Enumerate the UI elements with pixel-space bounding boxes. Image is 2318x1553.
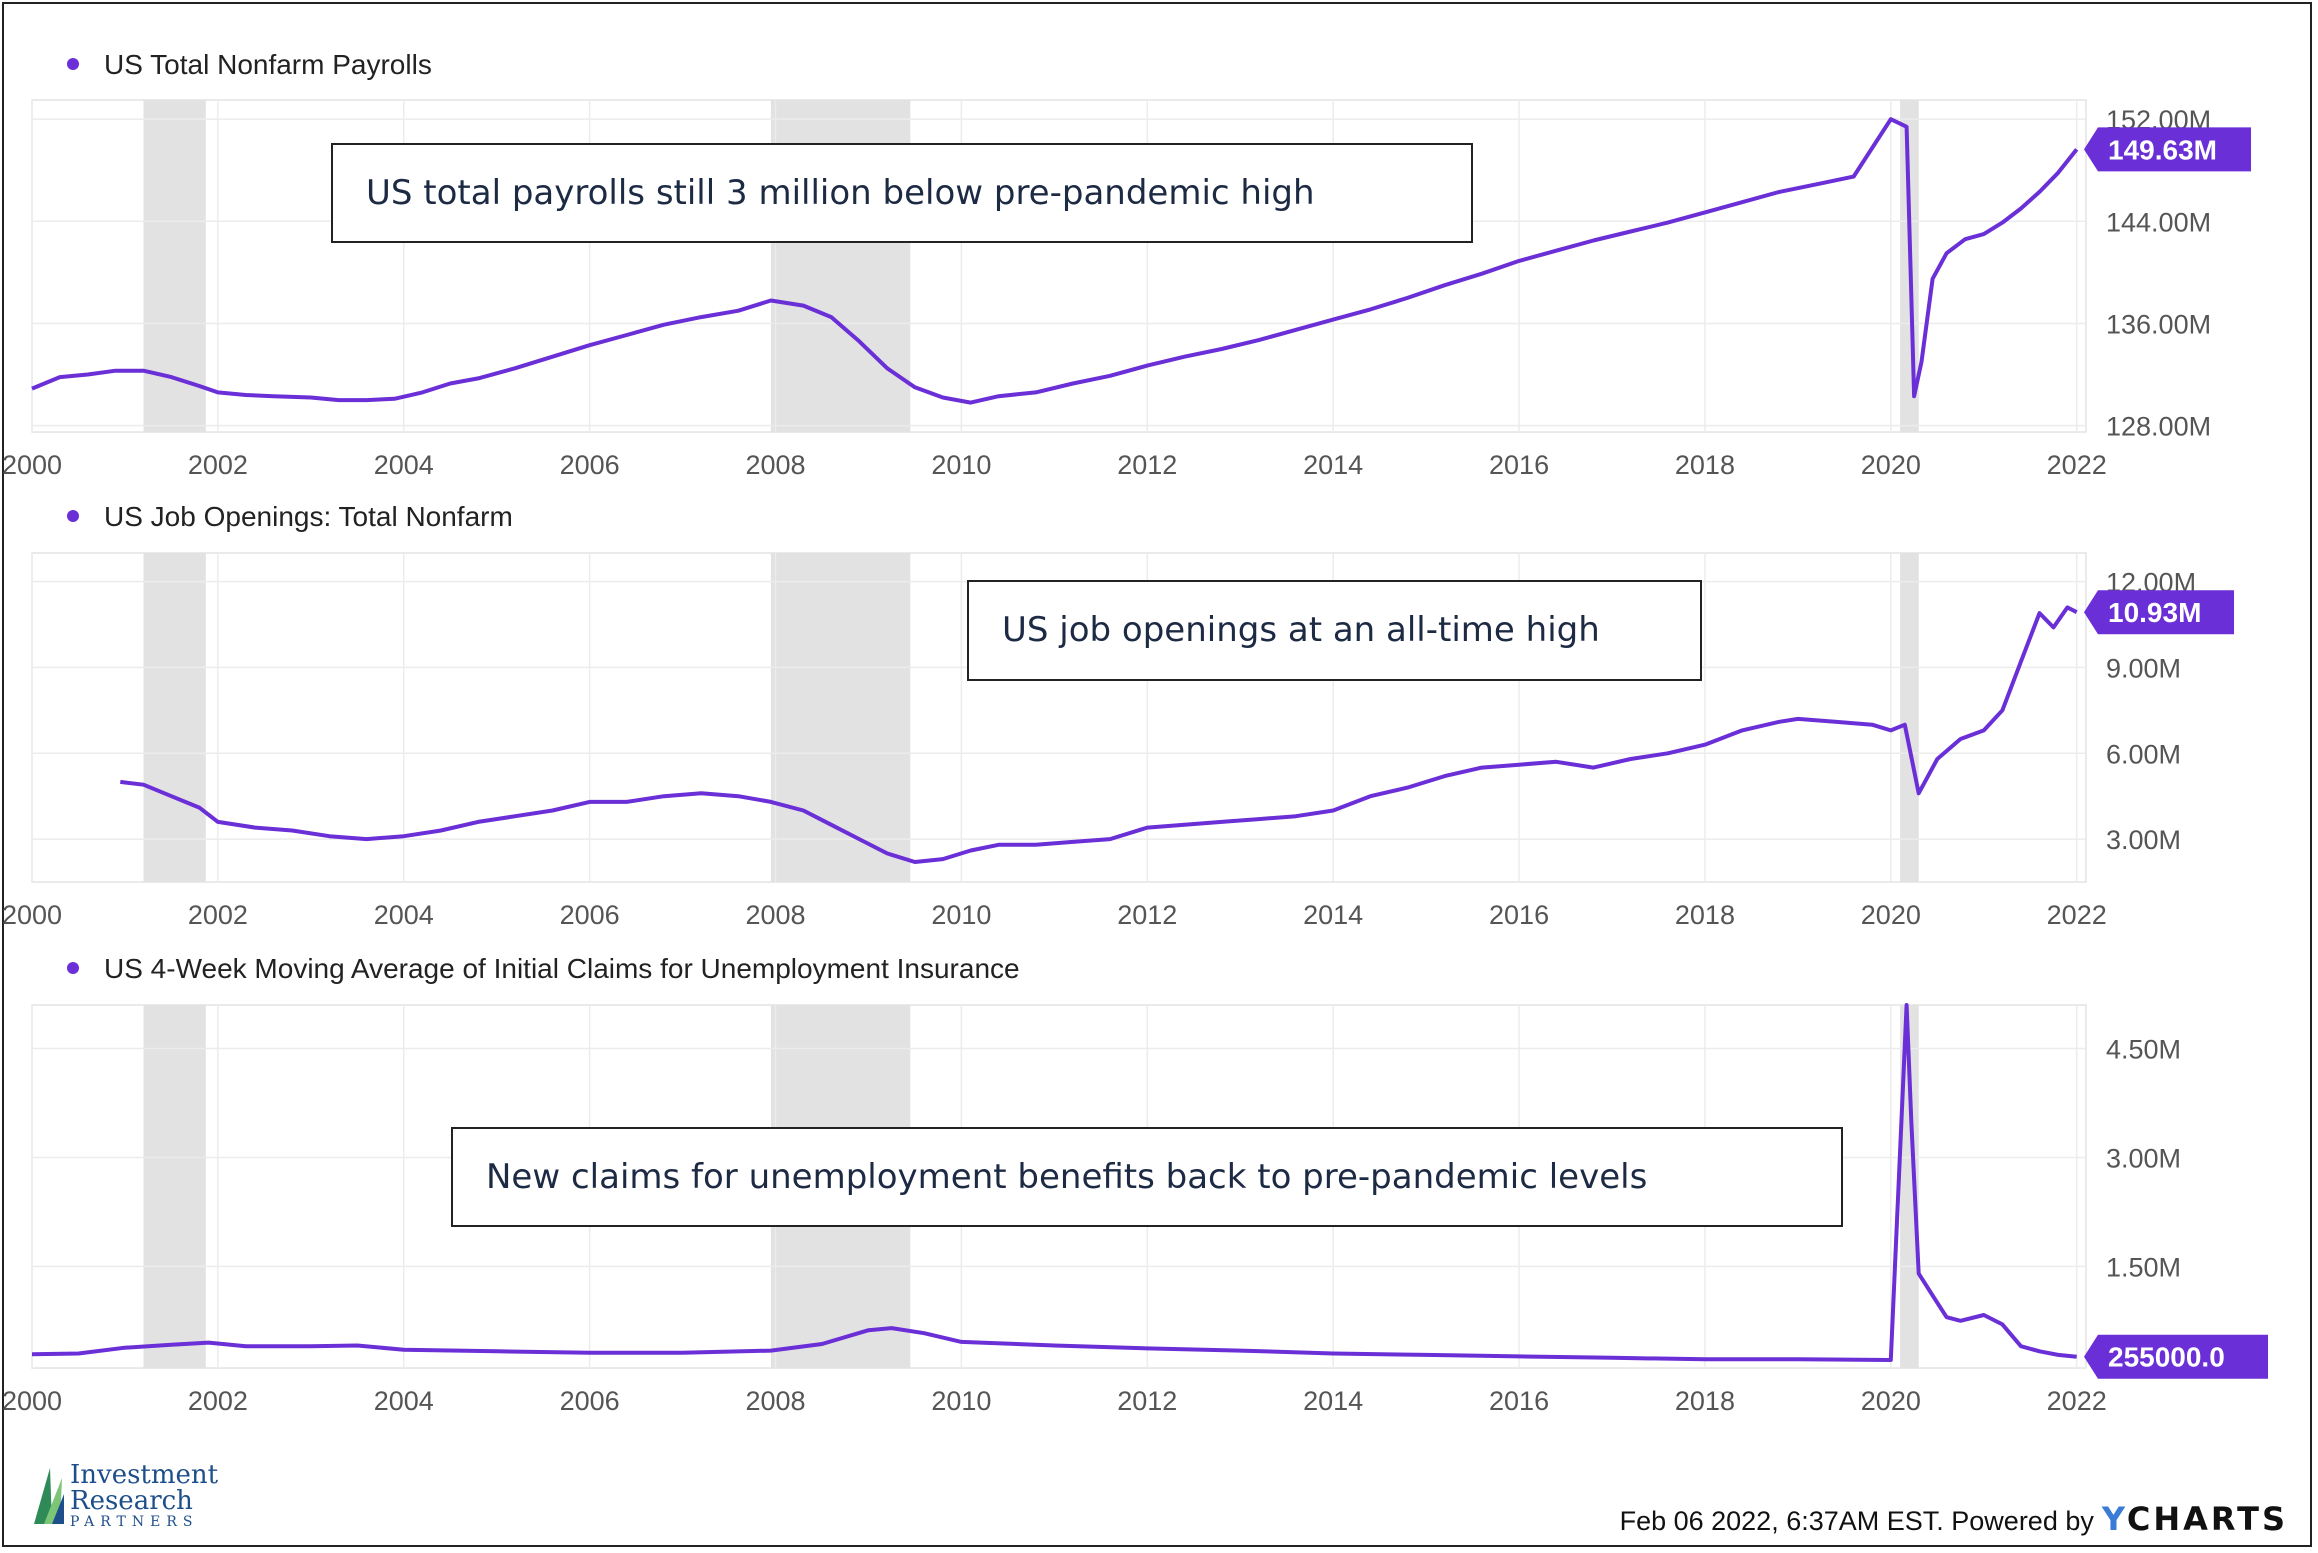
x-tick-label: 2014: [1303, 900, 1363, 930]
legend-label[interactable]: US Total Nonfarm Payrolls: [104, 49, 432, 80]
y-tick-label: 128.00M: [2106, 412, 2211, 442]
annotation-box: [967, 580, 1702, 681]
legend-dot-icon: [67, 962, 79, 974]
legend-dot-icon: [67, 510, 79, 522]
x-tick-label: 2000: [2, 900, 62, 930]
chart-panel-3: 2000 2002 2004 2006 2008 2010 2012 2014 2016 2018…: [2, 953, 2268, 1416]
recession-band-1: [143, 553, 206, 882]
last-value-badge: [2084, 1334, 2268, 1379]
x-tick-label: 2018: [1675, 450, 1735, 480]
last-value-label: 10.93M: [2108, 597, 2201, 628]
last-value-label: 149.63M: [2108, 134, 2217, 165]
ycharts-brand-rest: CHARTS: [2126, 1500, 2288, 1538]
last-value-label: 255000.0: [2108, 1342, 2225, 1373]
y-tick-label: 3.00M: [2106, 825, 2181, 855]
x-tick-label: 2016: [1489, 450, 1549, 480]
x-tick-label: 2020: [1861, 1386, 1921, 1416]
series-line: [31, 117, 2079, 405]
annotation-text: US job openings at an all-time high: [1002, 610, 1600, 650]
y-tick-label: 4.50M: [2106, 1035, 2181, 1065]
x-tick-label: 2010: [931, 1386, 991, 1416]
y-tick-label: 1.50M: [2106, 1252, 2181, 1282]
x-tick-label: 2002: [188, 1386, 248, 1416]
x-tick-label: 2000: [2, 450, 62, 480]
x-tick-label: 2022: [2047, 1386, 2107, 1416]
recession-band-1: [143, 100, 206, 432]
logo-line-1: Investment: [70, 1460, 219, 1490]
recession-band-3: [1900, 1005, 1919, 1368]
x-tick-label: 2004: [374, 1386, 434, 1416]
x-tick-label: 2006: [560, 1386, 620, 1416]
ycharts-brand[interactable]: YCHARTS: [2102, 1500, 2288, 1538]
x-tick-label: 2004: [374, 450, 434, 480]
recession-band-2: [770, 553, 911, 882]
x-tick-label: 2010: [931, 900, 991, 930]
legend-dot-icon: [67, 58, 79, 70]
x-tick-label: 2016: [1489, 1386, 1549, 1416]
x-tick-label: 2006: [560, 450, 620, 480]
x-tick-label: 2000: [2, 1386, 62, 1416]
x-tick-label: 2018: [1675, 900, 1735, 930]
x-tick-label: 2014: [1303, 450, 1363, 480]
footer-attribution: Feb 06 2022, 6:37AM EST. Powered by YCHA…: [1620, 1500, 2288, 1538]
legend-label[interactable]: US Job Openings: Total Nonfarm: [104, 501, 513, 532]
series-line: [31, 1003, 2077, 1362]
x-tick-label: 2002: [188, 450, 248, 480]
chart-panel-2: 2000 2002 2004 2006 2008 2010 2012 2014 2016 2018…: [2, 501, 2234, 930]
recession-band-3: [1900, 553, 1919, 882]
last-value-badge: [2084, 590, 2234, 635]
y-tick-label: 3.00M: [2106, 1143, 2181, 1173]
recession-band-1: [143, 1005, 206, 1368]
x-tick-label: 2008: [745, 1386, 805, 1416]
series-line: [120, 605, 2078, 864]
x-tick-label: 2008: [745, 900, 805, 930]
y-tick-label: 144.00M: [2106, 207, 2211, 237]
y-tick-label: 6.00M: [2106, 739, 2181, 769]
x-tick-label: 2012: [1117, 450, 1177, 480]
y-tick-label: 9.00M: [2106, 653, 2181, 683]
x-tick-label: 2006: [560, 900, 620, 930]
annotation-box: [331, 143, 1473, 243]
x-tick-label: 2018: [1675, 1386, 1735, 1416]
x-tick-label: 2016: [1489, 900, 1549, 930]
logo-line-2: Research: [70, 1486, 193, 1516]
x-tick-label: 2008: [745, 450, 805, 480]
x-tick-label: 2020: [1861, 450, 1921, 480]
last-value-badge: [2084, 127, 2251, 172]
chart-panel-1: 2000 2002 2004 2006 2008 2010 2012 2014 2016 2018…: [2, 49, 2251, 480]
x-tick-label: 2014: [1303, 1386, 1363, 1416]
investment-research-partners-logo: Investment Research PARTNERS: [30, 1460, 250, 1540]
x-tick-label: 2022: [2047, 900, 2107, 930]
annotation-text: US total payrolls still 3 million below …: [366, 173, 1315, 213]
leaf-logo-icon: [34, 1468, 64, 1524]
x-tick-label: 2010: [931, 450, 991, 480]
y-tick-label: 136.00M: [2106, 309, 2211, 339]
x-tick-label: 2022: [2047, 450, 2107, 480]
logo-line-3: PARTNERS: [70, 1514, 199, 1530]
legend-label[interactable]: US 4-Week Moving Average of Initial Clai…: [104, 953, 1020, 984]
x-tick-label: 2002: [188, 900, 248, 930]
timestamp-text: Feb 06 2022, 6:37AM EST. Powered by: [1619, 1506, 2094, 1536]
x-tick-label: 2004: [374, 900, 434, 930]
ycharts-brand-y: Y: [2101, 1500, 2127, 1538]
annotation-text: New claims for unemployment benefits bac…: [486, 1157, 1647, 1197]
x-tick-label: 2012: [1117, 900, 1177, 930]
x-tick-label: 2020: [1861, 900, 1921, 930]
annotation-box: [451, 1127, 1843, 1227]
x-tick-label: 2012: [1117, 1386, 1177, 1416]
